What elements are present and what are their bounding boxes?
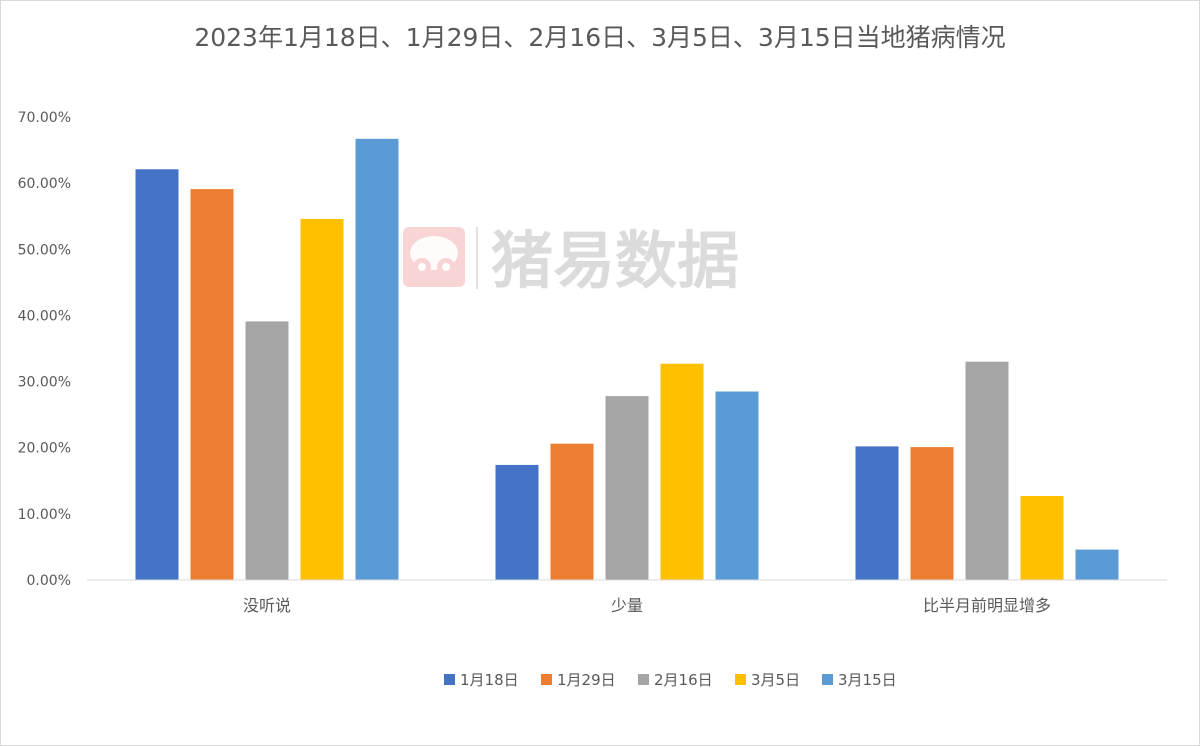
bar-1-3	[245, 321, 289, 580]
y-tick-label: 40.00%	[18, 308, 71, 324]
y-tick-label: 20.00%	[18, 441, 71, 457]
bar-1-2	[190, 189, 234, 580]
bar-2-3	[605, 396, 649, 580]
bar-1-4	[300, 218, 344, 580]
category-labels: 没听说 少量 比半月前明显增多	[243, 596, 1051, 615]
bar-3-5	[1075, 549, 1119, 580]
category-label: 比半月前明显增多	[923, 596, 1051, 615]
bars	[135, 138, 1119, 581]
watermark-text: 猪易数据	[491, 224, 739, 297]
y-tick-label: 10.00%	[18, 507, 71, 523]
bar-3-3	[965, 361, 1009, 580]
y-tick-label: 70.00%	[18, 110, 71, 126]
y-tick-label: 0.00%	[27, 573, 71, 589]
bar-3-1	[855, 446, 899, 580]
legend-label: 3月15日	[838, 671, 897, 689]
legend-swatch	[541, 674, 552, 685]
y-tick-label: 30.00%	[18, 375, 71, 391]
bar-2-1	[495, 464, 539, 580]
chart-title: 2023年1月18日、1月29日、2月16日、3月5日、3月15日当地猪病情况	[194, 23, 1005, 52]
watermark: 猪易数据	[403, 224, 739, 297]
watermark-logo-icon	[403, 227, 465, 287]
bar-2-2	[550, 443, 594, 580]
bar-3-2	[910, 447, 954, 580]
y-axis-ticks: 0.00% 10.00% 20.00% 30.00% 40.00% 50.00% 60.00…	[18, 110, 71, 589]
y-tick-label: 60.00%	[18, 176, 71, 192]
legend-swatch	[735, 674, 746, 685]
bar-2-4	[660, 363, 704, 580]
legend-label: 2月16日	[654, 671, 713, 689]
legend-label: 1月29日	[557, 671, 616, 689]
bar-1-1	[135, 169, 179, 581]
bar-1-5	[355, 138, 399, 581]
legend-swatch	[444, 674, 455, 685]
category-label: 少量	[611, 596, 643, 615]
y-tick-label: 50.00%	[18, 242, 71, 258]
bar-3-4	[1020, 496, 1064, 580]
legend-label: 3月5日	[751, 671, 800, 689]
category-label: 没听说	[243, 596, 291, 615]
legend-swatch	[822, 674, 833, 685]
legend-swatch	[638, 674, 649, 685]
legend-label: 1月18日	[460, 671, 519, 689]
legend: 1月18日 1月29日 2月16日 3月5日 3月15日	[444, 671, 897, 689]
bar-2-5	[715, 391, 759, 580]
